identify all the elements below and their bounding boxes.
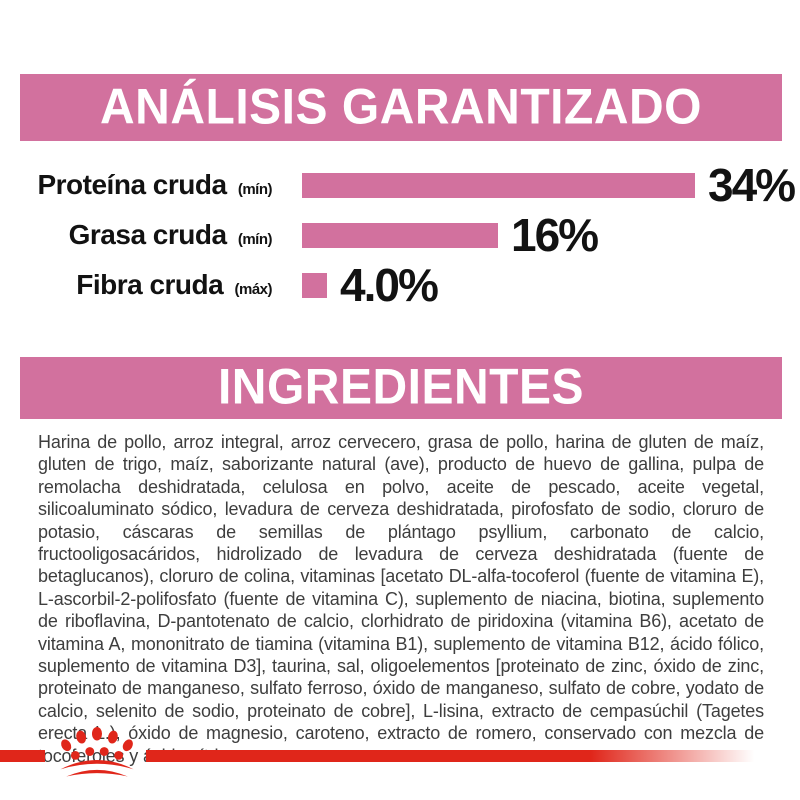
chart-row-protein: Proteína cruda (mín) 34% <box>0 160 800 210</box>
protein-bar-area: 34% <box>302 159 796 211</box>
chart-row-fiber: Fibra cruda (máx) 4.0% <box>0 260 800 310</box>
fiber-qualifier: (máx) <box>234 281 272 298</box>
fat-label-text: Grasa cruda <box>68 219 227 250</box>
fiber-bar <box>302 272 327 298</box>
protein-value: 34% <box>708 159 796 211</box>
protein-bar <box>302 172 695 198</box>
ingredients-banner: INGREDIENTES <box>20 357 782 419</box>
fiber-label: Fibra cruda (máx) <box>0 269 272 301</box>
analysis-banner: ANÁLISIS GARANTIZADO <box>20 74 782 141</box>
protein-qualifier: (mín) <box>237 181 273 198</box>
fiber-label-text: Fibra cruda <box>76 269 224 300</box>
ingredients-paragraph: Harina de pollo, arroz integral, arroz c… <box>38 432 764 766</box>
ingredients-title: INGREDIENTES <box>217 359 585 416</box>
fat-qualifier: (mín) <box>237 231 273 248</box>
protein-label-text: Proteína cruda <box>37 169 227 200</box>
chart-row-fat: Grasa cruda (mín) 16% <box>0 210 800 260</box>
footer-stripe-right <box>146 750 800 762</box>
footer-stripe-left <box>0 750 45 762</box>
fat-bar-area: 16% <box>302 209 599 261</box>
fiber-bar-area: 4.0% <box>302 259 439 311</box>
fat-value: 16% <box>511 209 599 261</box>
fiber-value: 4.0% <box>340 259 439 311</box>
fat-bar <box>302 222 498 248</box>
protein-label: Proteína cruda (mín) <box>0 169 272 201</box>
royal-canin-crown-icon <box>53 726 141 778</box>
analysis-title: ANÁLISIS GARANTIZADO <box>100 79 702 135</box>
fat-label: Grasa cruda (mín) <box>0 219 273 251</box>
